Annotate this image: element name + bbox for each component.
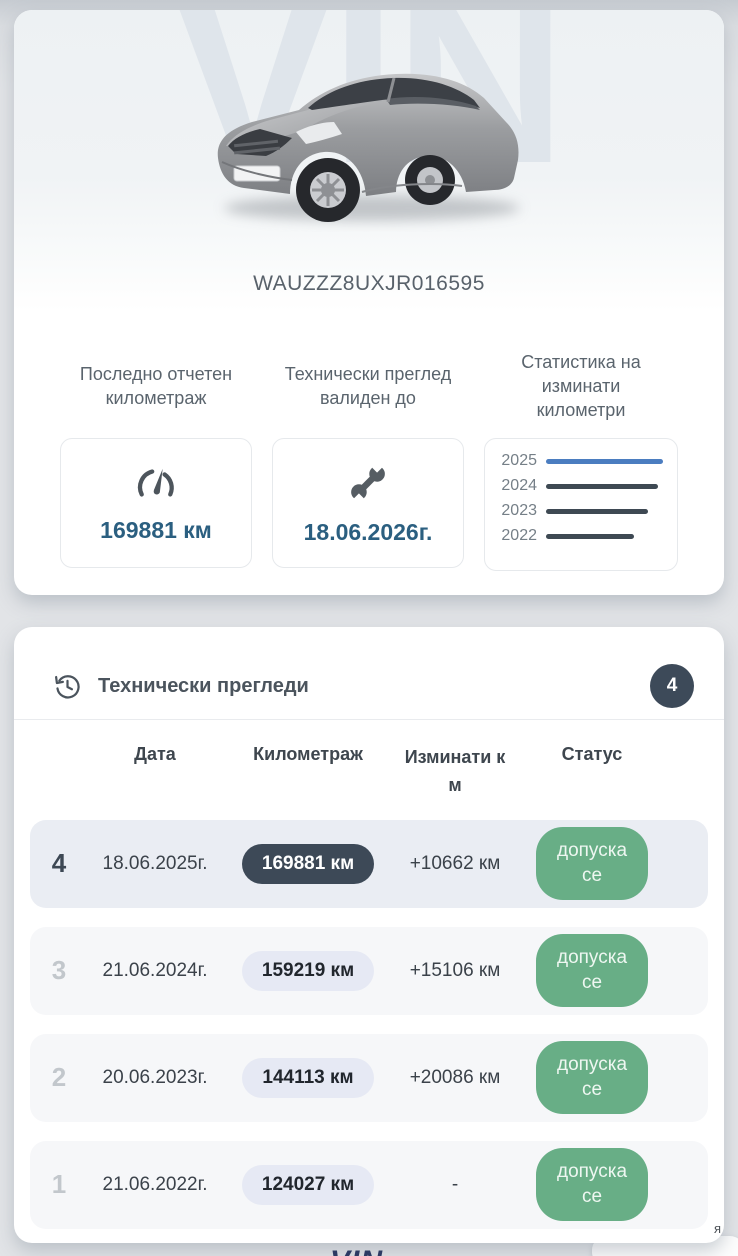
chart-year-label: 2024 (501, 477, 537, 494)
chart-bar (546, 533, 634, 539)
partial-vin-logo: VIN (330, 1245, 383, 1256)
stat-odometer-title: Последно отчетен километраж (79, 364, 233, 408)
stat-odometer-box: 169881 км (60, 438, 252, 568)
chart-year-label: 2022 (501, 527, 537, 544)
stats-row: Последно отчетен километраж 169881 км Те… (14, 312, 724, 571)
row-diff: - (451, 1173, 459, 1195)
inspections-count-badge: 4 (650, 664, 694, 708)
th-date: Дата (134, 744, 176, 764)
header-divider (14, 719, 724, 720)
inspection-row: 2 20.06.2023г. 144113 км +20086 км допус… (30, 1033, 708, 1122)
stat-inspection-value: 18.06.2026г. (303, 518, 433, 545)
speedometer-icon (133, 463, 179, 503)
row-date: 21.06.2024г. (102, 959, 208, 981)
row-status-badge: допуска се (536, 827, 648, 901)
row-index: 3 (51, 955, 67, 986)
chart-row: 2022 (495, 527, 663, 545)
row-odometer-pill: 124027 км (241, 1164, 375, 1205)
stat-mileage-title: Статистика на изминати километри (521, 352, 641, 420)
inspection-row: 1 21.06.2022г. 124027 км - допуска се (30, 1140, 708, 1229)
row-date: 21.06.2022г. (102, 1173, 208, 1195)
th-odometer: Километраж (253, 744, 363, 764)
chart-bar (546, 458, 663, 464)
row-status-badge: допуска се (536, 1041, 648, 1115)
vehicle-hero: VIN (14, 10, 724, 312)
stat-inspection-valid: Технически преглед валиден до (270, 348, 466, 568)
row-date: 18.06.2025г. (102, 852, 208, 874)
mileage-mini-chart: 2025 2024 2023 2022 (484, 438, 678, 571)
stat-odometer-value: 169881 км (100, 516, 212, 543)
chart-bar (546, 508, 648, 514)
row-diff: +10662 км (409, 852, 501, 874)
stat-mileage-chart: Статистика на изминати километри 2025 202… (484, 348, 678, 571)
chart-year-label: 2025 (501, 452, 537, 469)
th-status: Статус (561, 744, 623, 764)
stat-odometer: Последно отчетен километраж 169881 км (60, 348, 252, 568)
inspection-rows: 4 18.06.2025г. 169881 км +10662 км допус… (14, 800, 724, 1229)
stat-inspection-title: Технически преглед валиден до (284, 364, 452, 408)
stat-inspection-box: 18.06.2026г. (272, 438, 464, 568)
table-header: Дата Километраж Изминати км Статус (14, 720, 724, 800)
row-status-badge: допуска се (536, 1148, 648, 1222)
row-diff: +20086 км (409, 1066, 501, 1088)
row-odometer-pill: 159219 км (241, 950, 375, 991)
inspection-row: 3 21.06.2024г. 159219 км +15106 км допус… (30, 926, 708, 1015)
row-odometer-pill: 169881 км (241, 843, 375, 884)
history-icon (54, 673, 81, 700)
wrench-icon (346, 460, 390, 505)
partial-text-fragment: я (714, 1221, 722, 1236)
row-index: 4 (51, 848, 67, 879)
chart-row: 2023 (495, 502, 663, 520)
chart-year-label: 2023 (501, 502, 537, 519)
car-image (204, 50, 534, 237)
row-index: 2 (51, 1062, 67, 1093)
chart-row: 2024 (495, 477, 663, 495)
row-index: 1 (51, 1169, 67, 1200)
inspections-card: Технически прегледи 4 Дата Километраж Из… (14, 627, 724, 1243)
vin-number: WAUZZZ8UXJR016595 (253, 272, 485, 295)
inspection-row: 4 18.06.2025г. 169881 км +10662 км допус… (30, 819, 708, 908)
vehicle-card: VIN (14, 10, 724, 595)
row-diff: +15106 км (409, 959, 501, 981)
chart-bar (546, 483, 658, 489)
inspections-title: Технически прегледи (98, 674, 309, 697)
th-distance: Изминати км (404, 747, 506, 795)
row-date: 20.06.2023г. (102, 1066, 208, 1088)
row-status-badge: допуска се (536, 934, 648, 1008)
chart-row: 2025 (495, 452, 663, 470)
inspections-header: Технически прегледи 4 (14, 627, 724, 719)
row-odometer-pill: 144113 км (242, 1057, 374, 1098)
